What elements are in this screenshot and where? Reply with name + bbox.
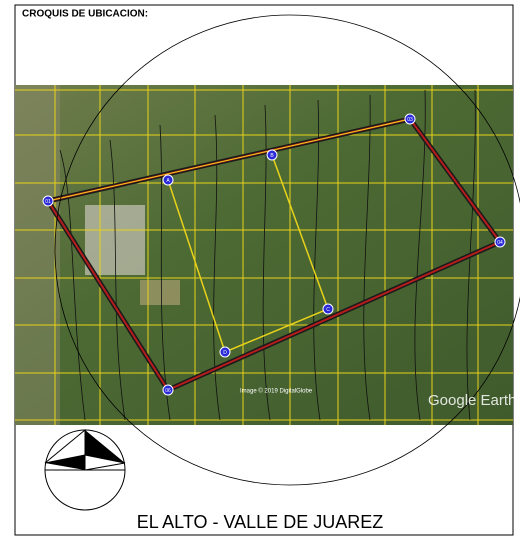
page: CROQUIS DE UBICACION: 01030406ABCD Image… xyxy=(0,0,520,537)
point-label: 04 xyxy=(497,240,503,246)
point-label: 06 xyxy=(165,388,171,394)
north-arrow xyxy=(45,430,125,510)
point-label: C xyxy=(326,307,330,313)
place-name: EL ALTO - VALLE DE JUAREZ xyxy=(137,512,383,532)
point-label: 01 xyxy=(45,199,51,205)
point-label: 03 xyxy=(407,117,413,123)
attribution: Google Earth xyxy=(428,392,516,409)
point-label: D xyxy=(223,350,227,356)
title: CROQUIS DE UBICACION: xyxy=(22,9,148,20)
imagery-credit: Image © 2019 DigitalGlobe xyxy=(240,388,313,395)
